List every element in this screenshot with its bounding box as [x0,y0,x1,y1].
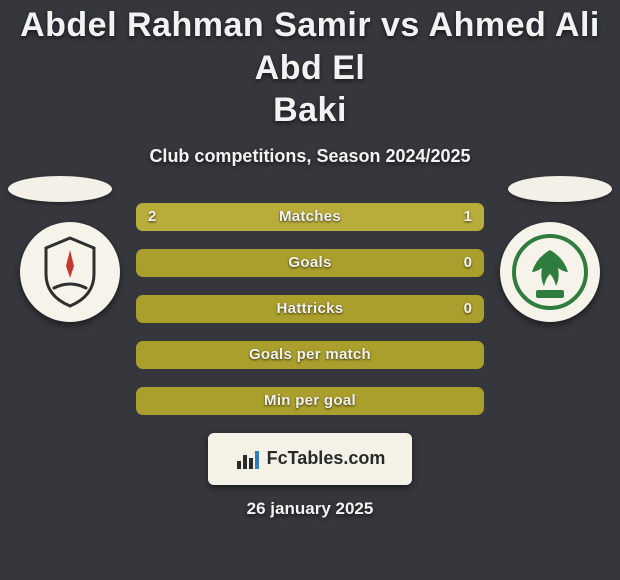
page-title: Abdel Rahman Samir vs Ahmed Ali Abd El B… [0,0,620,132]
club-crest-right [500,222,600,322]
player-indicator-right [508,176,612,202]
row-label: Min per goal [136,387,484,415]
title-line-2: Baki [273,91,347,129]
comparison-row: Hattricks0 [136,295,484,323]
footer-brand-text: FcTables.com [267,448,386,469]
club-crest-right-icon [510,232,590,312]
row-label: Goals per match [136,341,484,369]
club-crest-left [20,222,120,322]
row-value-right: 1 [464,203,472,231]
comparison-row: Matches2 1 [136,203,484,231]
row-value-right: 0 [464,249,472,277]
row-value-left: 2 [148,203,156,231]
footer-date: 26 january 2025 [0,499,620,519]
title-line-1: Abdel Rahman Samir vs Ahmed Ali Abd El [20,6,600,87]
comparison-row: Min per goal [136,387,484,415]
footer-brand-badge: FcTables.com [208,433,412,485]
club-crest-left-icon [30,232,110,312]
subtitle: Club competitions, Season 2024/2025 [0,146,620,167]
row-label: Matches [136,203,484,231]
row-label: Hattricks [136,295,484,323]
bar-chart-icon [235,447,261,471]
player-indicator-left [8,176,112,202]
row-value-right: 0 [464,295,472,323]
comparison-row: Goals per match [136,341,484,369]
comparison-row: Goals0 [136,249,484,277]
row-label: Goals [136,249,484,277]
